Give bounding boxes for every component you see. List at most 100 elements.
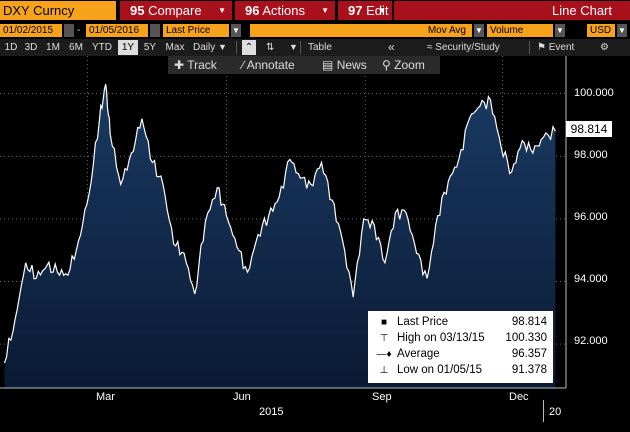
legend-row-average: —♦ Average 96.357	[368, 347, 553, 362]
legend-label: Low on 01/05/15	[397, 364, 483, 376]
zoom-label: Zoom	[394, 58, 425, 72]
chevron-down-icon[interactable]: ▼	[289, 42, 298, 52]
mov-avg-field[interactable]: Mov Avg	[250, 24, 472, 37]
end-date-field[interactable]: 01/05/2016	[86, 24, 148, 37]
low-marker-icon: ⊥	[379, 365, 389, 376]
x-tick-label: Mar	[96, 391, 115, 403]
table-button[interactable]: Table	[308, 42, 332, 53]
magnifier-icon: ⚲	[382, 58, 391, 72]
x-tick-label: Jun	[233, 391, 251, 403]
legend-value: 96.357	[511, 348, 547, 360]
news-label: News	[336, 58, 367, 72]
y-tick-label: 92.000	[574, 335, 608, 347]
divider	[236, 41, 237, 54]
y-tick-label: 94.000	[574, 273, 608, 285]
legend-row-last-price: ■ Last Price 98.814	[368, 315, 553, 330]
chevron-down-icon: ▼	[378, 6, 386, 15]
date-separator: -	[77, 25, 81, 36]
year-divider	[543, 400, 544, 422]
track-label: Track	[187, 58, 217, 72]
crosshair-icon: ✚	[174, 58, 185, 72]
actions-button[interactable]: 96 Actions ▼	[235, 1, 335, 20]
high-marker-icon: ⊤	[379, 333, 389, 344]
date-range-bar: 01/02/2015 - 01/05/2016 Last Price ▼ Mov…	[0, 22, 630, 39]
period-ytd[interactable]: YTD	[92, 42, 112, 53]
divider	[529, 41, 530, 54]
study-icon: ≈	[427, 42, 433, 53]
flag-icon: ⚑	[537, 42, 546, 53]
period-max[interactable]: Max	[165, 42, 185, 53]
legend-label: High on 03/13/15	[397, 332, 485, 344]
gear-icon[interactable]: ⚙	[600, 42, 609, 53]
y-tick-label: 100.000	[574, 87, 614, 99]
period-1m[interactable]: 1M	[46, 42, 60, 53]
x-tick-label: Sep	[372, 391, 392, 403]
x-tick-label: Dec	[509, 391, 529, 403]
legend-row-high: ⊤ High on 03/13/15 100.330	[368, 331, 553, 346]
pencil-icon: ∕	[242, 58, 245, 72]
compare-num: 95	[130, 3, 145, 18]
chevron-down-icon[interactable]: ▼	[231, 24, 241, 37]
currency-field[interactable]: USD	[587, 24, 615, 37]
frequency-select[interactable]: Daily ▼	[193, 40, 227, 55]
edit-button[interactable]: 97 Edit ▼	[338, 1, 392, 20]
period-1y[interactable]: 1Y	[118, 40, 138, 55]
chart-toolbar: ✚ Track ∕ Annotate ▤ News ⚲ Zoom	[168, 56, 440, 74]
period-5y[interactable]: 5Y	[143, 42, 157, 53]
legend-value: 98.814	[511, 316, 547, 328]
start-date-field[interactable]: 01/02/2015	[0, 24, 62, 37]
legend[interactable]: ■ Last Price 98.814 ⊤ High on 03/13/15 1…	[368, 311, 553, 383]
divider	[300, 41, 301, 54]
period-6m[interactable]: 6M	[69, 42, 83, 53]
volume-field[interactable]: Volume	[487, 24, 553, 37]
calendar-icon[interactable]	[150, 24, 160, 37]
square-icon: ■	[380, 317, 388, 328]
average-marker-icon: —♦	[376, 349, 392, 360]
compare-button[interactable]: 95 Compare ▼	[120, 1, 232, 20]
legend-label: Average	[397, 348, 440, 360]
edit-num: 97	[348, 3, 363, 18]
actions-num: 96	[245, 3, 260, 18]
x-axis-year-label: 2015	[259, 406, 284, 418]
period-toolbar: 1D 3D 1M 6M YTD 1Y 5Y Max Daily ▼ ⌃ ⇅ ▼ …	[0, 39, 630, 56]
period-1d[interactable]: 1D	[4, 42, 18, 53]
chevron-down-icon: ▼	[321, 6, 329, 15]
y-tick-label: 98.000	[574, 149, 608, 161]
annotate-button[interactable]: ∕ Annotate	[242, 56, 295, 74]
x-axis-next-year-label: 20	[549, 406, 562, 418]
news-icon: ▤	[322, 58, 334, 72]
calendar-icon[interactable]	[64, 24, 74, 37]
chevron-down-icon[interactable]: ▼	[474, 24, 484, 37]
event-button[interactable]: ⚑ Event	[537, 40, 574, 55]
annotate-label: Annotate	[246, 58, 295, 72]
bar-style-icon[interactable]: ⇅	[266, 42, 275, 53]
legend-value: 100.330	[505, 332, 547, 344]
ticker-field[interactable]: DXY Curncy	[0, 1, 116, 20]
legend-value: 91.378	[511, 364, 547, 376]
actions-label: Actions	[262, 3, 306, 18]
price-line	[3, 84, 556, 364]
edit-label: Edit	[366, 3, 389, 18]
chevron-down-icon: ▼	[218, 6, 226, 15]
back-icon[interactable]: «	[388, 40, 395, 54]
security-study-label: Security/Study	[435, 42, 500, 53]
compare-label: Compare	[148, 3, 202, 18]
security-study-button[interactable]: ≈ Security/Study	[427, 40, 500, 55]
function-bar: DXY Curncy 95 Compare ▼ 96 Actions ▼ 97 …	[0, 0, 630, 22]
last-price-tag: 98.814	[566, 121, 612, 137]
chevron-down-icon: ▼	[218, 42, 227, 52]
price-field-select[interactable]: Last Price	[163, 24, 229, 37]
chevron-down-icon[interactable]: ▼	[617, 24, 627, 37]
zoom-button[interactable]: ⚲ Zoom	[382, 56, 425, 74]
track-button[interactable]: ✚ Track	[174, 56, 217, 74]
chevron-down-icon[interactable]: ▼	[555, 24, 565, 37]
event-label: Event	[548, 42, 575, 53]
period-3d[interactable]: 3D	[24, 42, 38, 53]
legend-label: Last Price	[397, 316, 449, 328]
frequency-label: Daily	[193, 42, 216, 53]
legend-row-low: ⊥ Low on 01/05/15 91.378	[368, 363, 553, 378]
y-tick-label: 96.000	[574, 211, 608, 223]
news-button[interactable]: ▤ News	[322, 56, 367, 74]
line-chart-icon[interactable]: ⌃	[242, 40, 256, 55]
chart-type-label[interactable]: Line Chart	[394, 1, 630, 20]
